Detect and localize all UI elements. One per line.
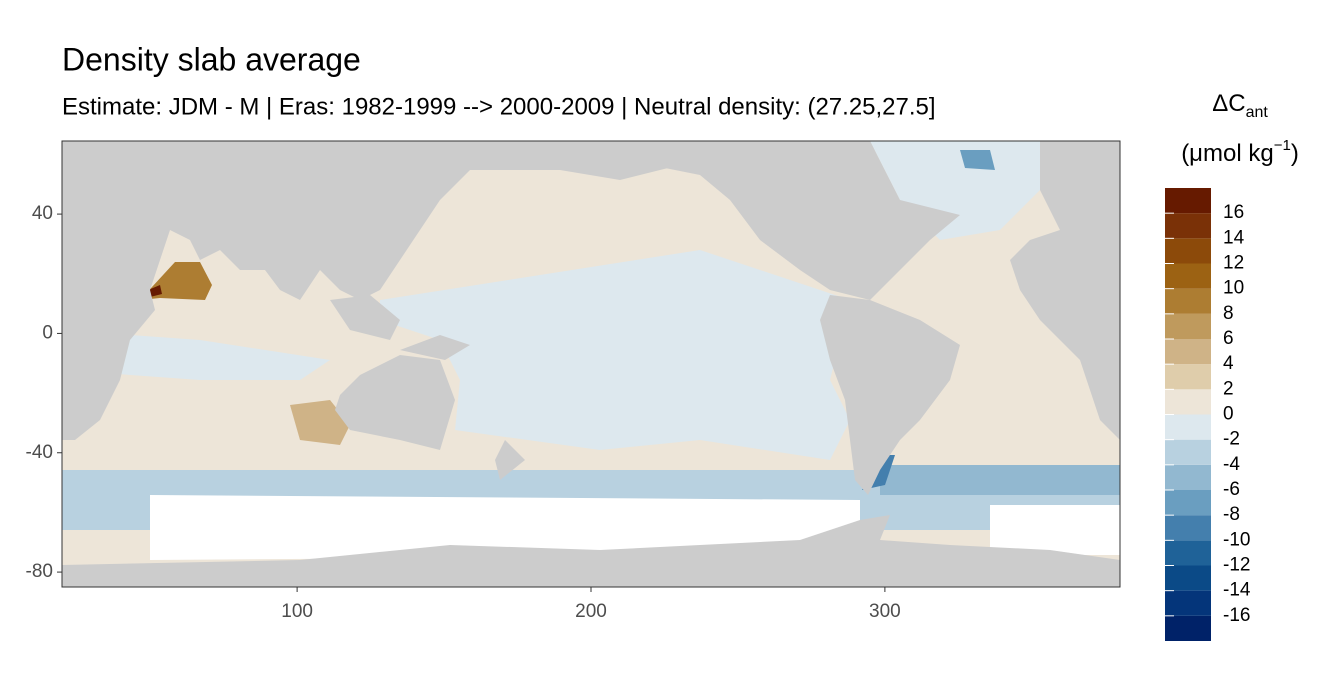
land: [1010, 141, 1120, 440]
colorbar-bin: [1165, 540, 1211, 566]
colorbar-tick-label: -6: [1223, 479, 1240, 500]
colorbar-bin: [1165, 313, 1211, 339]
land: [62, 515, 1120, 587]
map: [61, 140, 1121, 588]
colorbar-bin: [1165, 364, 1211, 390]
colorbar-tick-label: 2: [1223, 378, 1234, 399]
ocean-region: [290, 400, 350, 445]
colorbar-bin: [1165, 439, 1211, 465]
colorbar-tick-label: 6: [1223, 328, 1234, 349]
colorbar-bin: [1165, 213, 1211, 239]
colorbar-bin: [1165, 414, 1211, 440]
legend-unit-part: −1: [1274, 137, 1291, 154]
x-tick-label: 300: [869, 601, 901, 622]
colorbar-tick-label: 0: [1223, 404, 1234, 425]
colorbar-tick-label: -12: [1223, 555, 1250, 576]
land: [560, 141, 960, 300]
y-tick-label: -80: [26, 561, 53, 582]
x-tick-label: 200: [575, 601, 607, 622]
colorbar-bin: [1165, 490, 1211, 516]
legend-title-sub: ant: [1246, 104, 1269, 121]
colorbar-tick-label: 10: [1223, 278, 1244, 299]
legend-unit-part: (μmol kg: [1181, 140, 1274, 167]
colorbar-bin: [1165, 188, 1211, 214]
land: [400, 335, 470, 360]
land: [330, 295, 400, 340]
colorbar-bin: [1165, 590, 1211, 616]
land: [62, 141, 700, 440]
colorbar-bin: [1165, 565, 1211, 591]
colorbar-tick-label: 8: [1223, 303, 1234, 324]
legend-title-main: ΔC: [1212, 90, 1245, 117]
y-tick-label: -40: [26, 442, 53, 463]
colorbar-bin: [1165, 515, 1211, 541]
ice-region: [990, 505, 1120, 555]
y-tick-label: 0: [42, 322, 53, 343]
colorbar-bin: [1165, 464, 1211, 490]
colorbar-bin: [1165, 288, 1211, 314]
colorbar-bin: [1165, 389, 1211, 415]
chart-title: Density slab average: [62, 41, 361, 77]
colorbar-bin: [1165, 238, 1211, 264]
land: [820, 295, 960, 495]
colorbar-tick-label: 14: [1223, 227, 1245, 248]
legend-title: ΔCant: [1212, 90, 1268, 121]
colorbar-tick-label: -10: [1223, 529, 1250, 550]
chart-subtitle: Estimate: JDM - M | Eras: 1982-1999 --> …: [62, 93, 936, 120]
ocean-region: [880, 465, 1120, 495]
colorbar-tick-label: -2: [1223, 429, 1240, 450]
legend-unit: (μmol kg−1): [1181, 137, 1299, 167]
land: [335, 355, 455, 450]
y-tick-label: 40: [32, 203, 53, 224]
colorbar-bin: [1165, 263, 1211, 289]
colorbar-bin: [1165, 615, 1211, 641]
colorbar-tick-label: 16: [1223, 202, 1244, 223]
colorbar-bin: [1165, 339, 1211, 365]
colorbar-tick-label: 12: [1223, 253, 1244, 274]
ice-region: [150, 495, 860, 560]
colorbar-tick-label: -4: [1223, 454, 1240, 475]
land: [495, 440, 525, 480]
colorbar-tick-label: -8: [1223, 504, 1240, 525]
colorbar-tick-label: -14: [1223, 580, 1251, 601]
legend-unit-part: ): [1291, 140, 1299, 167]
colorbar-tick-label: -16: [1223, 605, 1250, 626]
ocean-region: [960, 150, 995, 170]
x-tick-label: 100: [281, 601, 313, 622]
colorbar-tick-label: 4: [1223, 353, 1234, 374]
ocean-region: [380, 250, 850, 460]
